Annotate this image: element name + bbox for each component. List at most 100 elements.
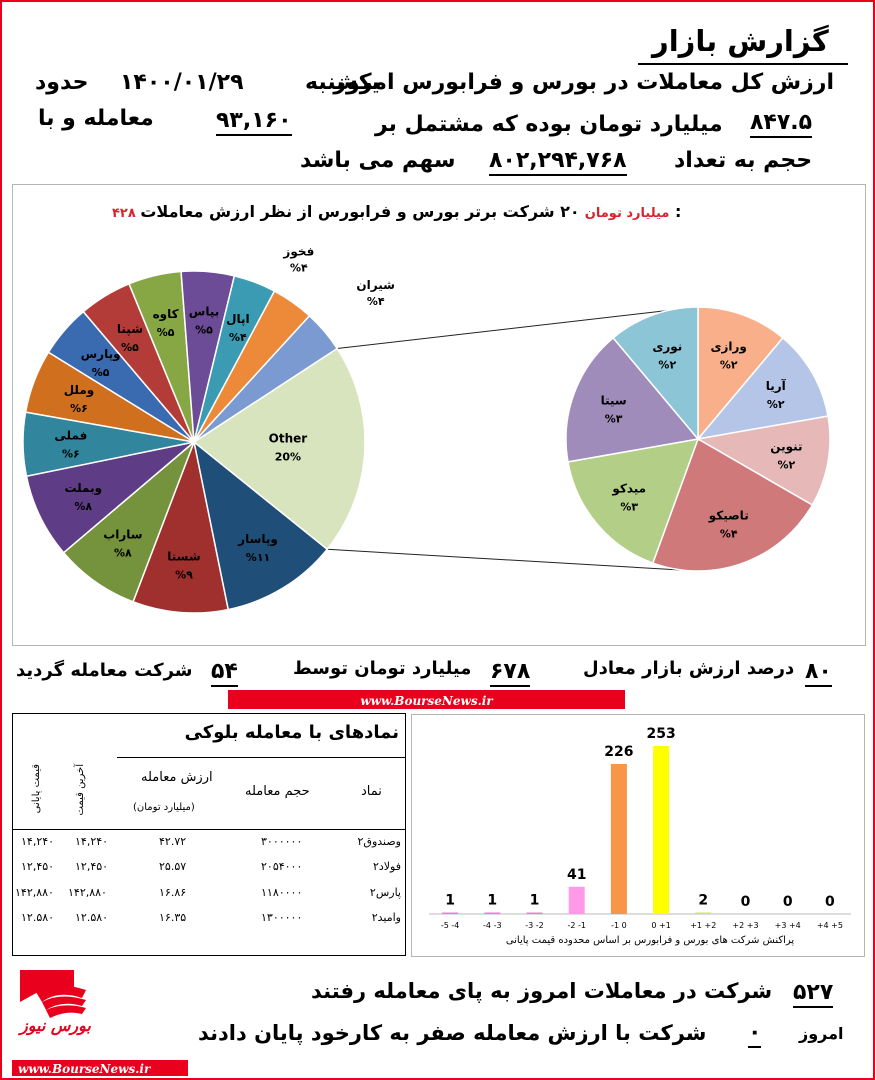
bar-category-label: +2 +3 xyxy=(732,921,758,930)
bar xyxy=(526,912,543,914)
cell-value: ۱۶.۸۶ xyxy=(159,886,187,899)
secondary-pie-label: میدکو xyxy=(611,482,646,497)
bar xyxy=(568,886,585,914)
bar-category-label: -2 -1 xyxy=(567,921,586,930)
header-volume: حجم معامله xyxy=(245,784,310,799)
bar xyxy=(610,763,627,914)
header-final-price: قیمت پایانی xyxy=(31,764,42,814)
bar-value-label: 41 xyxy=(567,867,586,883)
secondary-pie-slice xyxy=(696,336,829,441)
footer-zero-text: شرکت با ارزش معامله صفر به کارخود پایان … xyxy=(198,1021,707,1045)
cell-volume: ۲۰۵۴۰۰۰ xyxy=(261,860,303,873)
bar-chart-panel xyxy=(411,714,865,957)
cell-final: ۱۲,۴۵۰ xyxy=(21,860,55,873)
bar-value-label: 1 xyxy=(530,893,540,909)
bar-value-label: 226 xyxy=(604,744,633,760)
bar-value-label: 2 xyxy=(698,893,708,909)
title-underline xyxy=(638,63,848,65)
cell-value: ۱۶.۳۵ xyxy=(159,911,187,924)
boursenews-logo: بورس نیوز xyxy=(16,962,96,1042)
pie-slice-value: %۶ xyxy=(70,402,88,415)
bar-category-label: -4 -3 xyxy=(483,921,502,930)
secondary-pie-slice xyxy=(697,306,784,442)
bar-category-label: +3 +4 xyxy=(775,921,801,930)
logo-icon xyxy=(20,970,86,1018)
logo-text: بورس نیوز xyxy=(20,1016,91,1035)
pie-slice-label: Other xyxy=(269,432,308,446)
mid-co-text: شرکت معامله گردید xyxy=(16,660,193,681)
summary-line3-text: حجم به تعداد xyxy=(674,148,813,173)
bar-category-label: -3 -2 xyxy=(525,921,544,930)
footer-zero-count: ۰ xyxy=(748,1020,762,1048)
cell-volume: ۱۱۸۰۰۰۰ xyxy=(261,886,303,899)
connector-line xyxy=(337,306,699,350)
pie-of-pie-chart: Other 20% وپاسار %۱۱ شستا %۹ ساراب %۸ وبملت %۸ فمل… xyxy=(22,245,831,614)
bar-x-axis-label: پراکنش شرکت های بورس و فرابورس بر اساس م… xyxy=(506,935,795,946)
pie-slice-value: %۵ xyxy=(92,366,110,379)
secondary-pie-value: %۲ xyxy=(720,359,738,372)
cell-last: ۱۲,۴۵۰ xyxy=(75,860,109,873)
mid-avg-text: میلیارد تومان توسط xyxy=(293,658,472,679)
summary-trades-count: ۹۳,۱۶۰ xyxy=(216,108,292,136)
secondary-pie-value: %۲ xyxy=(658,359,676,372)
secondary-pie-value: %۲ xyxy=(767,398,785,411)
footer-website-bar: www.BourseNews.ir xyxy=(12,1060,188,1076)
pie-slice-value: %۴ xyxy=(367,295,385,308)
block-table-title: نمادهای با معامله بلوکی xyxy=(184,722,399,743)
secondary-pie-slice xyxy=(612,306,699,442)
pie-slice-label: اپال xyxy=(226,312,250,326)
bar xyxy=(653,746,670,914)
pie-slice-label: وپارس xyxy=(81,347,121,362)
secondary-pie-slice xyxy=(651,437,814,572)
pie-slice-value: %۹ xyxy=(175,569,193,582)
summary-date: ۱۴۰۰/۰۱/۲۹ xyxy=(120,70,244,95)
cell-last: ۱۴,۲۴۰ xyxy=(75,835,109,848)
pie-slice-label: وملل xyxy=(64,383,95,398)
header-last-price: آخرین قیمت xyxy=(75,764,86,816)
website-bar-text: www.BourseNews.ir xyxy=(360,694,493,708)
pie-slice-label: فملی xyxy=(54,429,87,443)
summary-about: حدود xyxy=(35,70,89,95)
pie-slice-value: %۵ xyxy=(195,323,213,336)
pie-slice-label: شیران xyxy=(356,278,395,292)
pie-slice-value: %۸ xyxy=(74,500,92,513)
bar-category-label: 0 +1 xyxy=(651,921,670,930)
cell-final: ۱۴,۲۴۰ xyxy=(21,835,55,848)
mid-co-value: ۵۴ xyxy=(211,659,238,687)
pie-slice xyxy=(132,439,230,614)
bar xyxy=(442,912,459,914)
page-title: گزارش بازار xyxy=(652,24,829,58)
secondary-pie-value: %۳ xyxy=(620,501,638,514)
bar-value-label: 253 xyxy=(646,726,675,742)
pie-slice-value: %۸ xyxy=(114,547,132,560)
pie-slice xyxy=(192,440,329,611)
bar xyxy=(484,912,501,914)
cell-symbol: فولاد۲ xyxy=(372,860,401,873)
table-header-line xyxy=(13,829,405,830)
bar xyxy=(695,912,712,914)
secondary-pie-slice xyxy=(567,438,700,565)
secondary-pie-value: %۴ xyxy=(720,527,738,540)
summary-day: یکشنبه xyxy=(305,70,380,95)
pie-slice-label: وبملت xyxy=(64,481,102,496)
pie-slice-value: %۱۱ xyxy=(246,551,270,564)
cell-symbol: پارس۲ xyxy=(369,886,401,899)
cell-volume: ۱۳۰۰۰۰۰ xyxy=(261,911,303,924)
pie-slice-label: شپنا xyxy=(117,322,143,336)
bar-value-label: 1 xyxy=(445,893,455,909)
secondary-pie-slice xyxy=(695,415,831,507)
cell-volume: ۳۰۰۰۰۰۰ xyxy=(261,835,303,848)
secondary-pie-label: تنوین xyxy=(770,440,802,455)
block-trades-table: نمادهای با معامله بلوکی نماد حجم معامله … xyxy=(12,713,406,956)
bar-category-label: +1 +2 xyxy=(690,921,716,930)
header-value: ارزش معامله xyxy=(141,770,213,785)
bar-value-label: 0 xyxy=(825,894,835,910)
pie-slice-label: شستا xyxy=(167,550,200,564)
bar-value-label: 0 xyxy=(783,894,793,910)
pie-slice-value: %۴ xyxy=(229,331,247,344)
cell-final: ۱۴۲,۸۸۰ xyxy=(15,886,54,899)
secondary-pie-value: %۳ xyxy=(605,412,623,425)
secondary-pie-label: تاصیکو xyxy=(708,508,749,523)
cell-final: ۱۲.۵۸۰ xyxy=(21,911,55,924)
